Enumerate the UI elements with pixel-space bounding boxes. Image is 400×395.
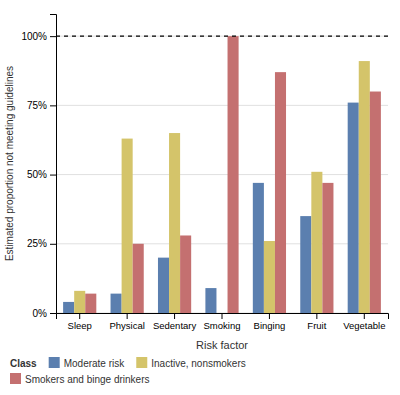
y-tick: 75% (27, 100, 56, 111)
x-tick-mark (222, 313, 223, 319)
bar (158, 258, 169, 313)
bar (85, 294, 96, 313)
y-tick-label: 0% (33, 308, 48, 319)
y-tick: 50% (27, 169, 56, 180)
bar (359, 61, 370, 313)
y-tick-mark (50, 313, 56, 314)
bar (122, 139, 133, 313)
bar (205, 288, 216, 313)
x-tick-label: Vegetable (343, 320, 385, 331)
x-tick: Smoking (204, 313, 241, 331)
x-axis-title: Risk factor (196, 339, 248, 351)
bar (300, 216, 311, 313)
legend-swatch (49, 357, 60, 368)
y-tick-label: 25% (27, 238, 47, 249)
legend-title: Class (10, 358, 37, 369)
y-tick-mark (50, 175, 56, 176)
marks (56, 36, 388, 313)
bar (322, 183, 333, 313)
bar (111, 294, 122, 313)
x-tick: Vegetable (343, 313, 385, 331)
bar (370, 92, 381, 313)
bar (264, 241, 275, 313)
y-tick-mark (50, 105, 56, 106)
x-tick-mark (127, 313, 128, 319)
y-tick-mark (50, 244, 56, 245)
y-tick-label: 100% (21, 31, 47, 42)
x-tick-label: Sleep (68, 320, 92, 331)
x-axis-line (57, 314, 389, 320)
legend-swatch (10, 373, 21, 384)
legend-label: Moderate risk (64, 358, 126, 369)
legend-item: Smokers and binge drinkers (10, 373, 150, 385)
y-tick: 25% (27, 238, 56, 249)
legend-title-text: Class (10, 358, 37, 369)
bar (180, 235, 191, 313)
grid-line (56, 105, 388, 106)
bar (74, 291, 85, 313)
legend-swatch (136, 357, 147, 368)
bar-series (74, 61, 370, 313)
x-tick: Sleep (68, 313, 92, 331)
x-tick-mark (174, 313, 175, 319)
y-tick-label: 75% (27, 100, 47, 111)
y-tick-label: 50% (27, 169, 47, 180)
bar (253, 183, 264, 313)
bar (169, 133, 180, 313)
y-axis-line (50, 15, 57, 314)
legend-item: Moderate risk (49, 357, 126, 369)
legend: Class Moderate risk Inactive, nonsmokersSm… (10, 357, 246, 385)
bar (228, 36, 239, 313)
x-tick-label: Smoking (204, 320, 241, 331)
x-tick-label: Fruit (307, 320, 326, 331)
bar (348, 103, 359, 313)
chart: ClassModerate riskInactive, nonsmokersSm… (0, 0, 400, 395)
y-tick-mark (50, 36, 56, 37)
y-axis-title: Estimated proportion not meeting guideli… (4, 66, 15, 261)
x-tick-label: Physical (109, 320, 144, 331)
grid-line (56, 243, 388, 244)
x-tick-label: Sedentary (153, 320, 197, 331)
grid-line (56, 174, 388, 175)
reference-line (56, 35, 388, 36)
legend-label: Inactive, nonsmokers (151, 358, 246, 369)
x-tick-mark (364, 313, 365, 319)
x-tick: Binging (254, 313, 286, 331)
bar-series (63, 103, 359, 313)
y-tick: 100% (21, 31, 56, 42)
x-axis: Sleep Physical Sedentary Smoking Binging Frui… (57, 313, 389, 331)
legend-label: Smokers and binge drinkers (25, 374, 150, 385)
bar (275, 72, 286, 313)
bar (311, 172, 322, 313)
bar (216, 313, 227, 314)
grid-line (56, 36, 388, 37)
plot-area: 0% 25% 50% 75% 100% Sleep Physical Sedentary Smo… (21, 15, 388, 331)
x-tick-label: Binging (254, 320, 286, 331)
x-tick-mark (269, 313, 270, 319)
y-axis: 0% 25% 50% 75% 100% (21, 15, 56, 319)
x-tick-mark (316, 313, 317, 319)
x-tick-mark (79, 313, 80, 319)
x-tick: Fruit (307, 313, 326, 331)
y-tick: 0% (33, 308, 56, 319)
bar-series (85, 36, 381, 313)
legend-item: Inactive, nonsmokers (136, 357, 246, 369)
x-tick: Physical (109, 313, 144, 331)
grid (56, 36, 388, 313)
bar (63, 302, 74, 313)
x-tick: Sedentary (153, 313, 197, 331)
bar (133, 244, 144, 313)
